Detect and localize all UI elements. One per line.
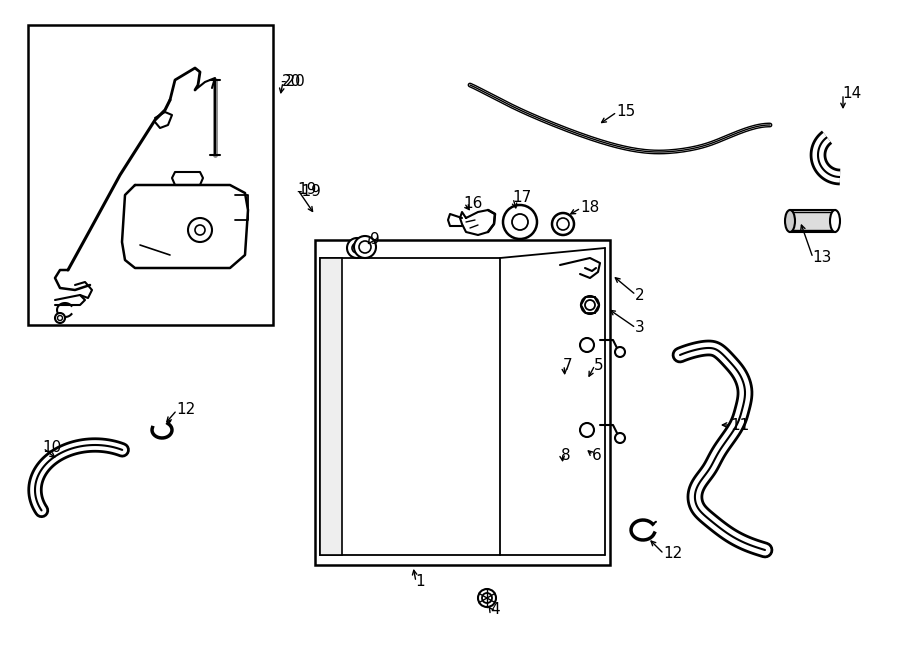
Text: 15: 15: [616, 104, 635, 120]
Text: -20: -20: [280, 75, 305, 89]
Text: 11: 11: [730, 418, 749, 432]
Text: 5: 5: [594, 358, 604, 373]
Circle shape: [58, 315, 62, 321]
Text: 2: 2: [635, 288, 644, 303]
Circle shape: [557, 218, 569, 230]
Text: 1: 1: [415, 574, 425, 590]
Circle shape: [552, 213, 574, 235]
Circle shape: [615, 433, 625, 443]
Circle shape: [195, 225, 205, 235]
Circle shape: [615, 347, 625, 357]
Circle shape: [354, 236, 376, 258]
Circle shape: [585, 300, 595, 310]
Text: 14: 14: [842, 87, 861, 102]
Circle shape: [580, 338, 594, 352]
Bar: [790, 210, 835, 232]
Circle shape: [503, 205, 537, 239]
Circle shape: [478, 589, 496, 607]
Bar: [320, 258, 342, 555]
Circle shape: [359, 241, 371, 253]
Text: 4: 4: [490, 602, 500, 617]
Circle shape: [347, 238, 367, 258]
Text: -19: -19: [296, 184, 321, 198]
Circle shape: [352, 243, 362, 253]
Circle shape: [580, 423, 594, 437]
Text: 18: 18: [580, 200, 599, 215]
Bar: [320, 258, 500, 555]
Text: 6: 6: [592, 447, 602, 463]
Text: 10: 10: [42, 440, 61, 455]
Circle shape: [188, 218, 212, 242]
Text: 12: 12: [176, 403, 195, 418]
Text: 12: 12: [663, 547, 682, 561]
Text: 20: 20: [282, 75, 302, 89]
Ellipse shape: [785, 210, 795, 232]
Text: 19: 19: [297, 182, 317, 198]
Bar: [28, 25, 273, 325]
Circle shape: [55, 313, 65, 323]
Text: 13: 13: [812, 251, 832, 266]
Text: 9: 9: [370, 233, 380, 247]
Text: 7: 7: [563, 358, 572, 373]
Circle shape: [512, 214, 528, 230]
Text: 8: 8: [561, 447, 571, 463]
Text: 3: 3: [635, 321, 644, 336]
Text: 17: 17: [512, 190, 531, 206]
Ellipse shape: [830, 210, 840, 232]
Circle shape: [482, 593, 492, 603]
Text: 16: 16: [463, 196, 482, 210]
Circle shape: [581, 296, 599, 314]
Bar: [315, 240, 610, 565]
